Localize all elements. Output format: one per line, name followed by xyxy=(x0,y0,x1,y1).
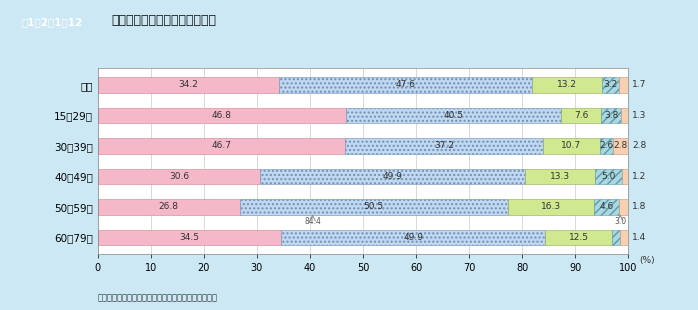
Bar xyxy=(595,169,622,184)
Bar xyxy=(98,229,281,245)
Bar xyxy=(98,169,260,184)
Text: 46.8: 46.8 xyxy=(212,111,232,120)
Text: 1.3: 1.3 xyxy=(632,111,647,120)
Bar xyxy=(594,199,618,215)
Text: 2.8: 2.8 xyxy=(614,141,628,150)
Bar xyxy=(98,108,346,123)
Text: 34.5: 34.5 xyxy=(179,233,199,242)
Text: 84.4: 84.4 xyxy=(304,217,321,226)
Bar xyxy=(532,77,602,93)
Text: (%): (%) xyxy=(639,256,655,265)
Text: 10.7: 10.7 xyxy=(561,141,581,150)
Text: 40.5: 40.5 xyxy=(443,111,463,120)
Bar xyxy=(560,108,601,123)
Text: 49.9: 49.9 xyxy=(403,233,423,242)
Text: 37.2: 37.2 xyxy=(434,141,454,150)
Bar xyxy=(611,229,621,245)
Text: 13.2: 13.2 xyxy=(557,81,577,90)
Text: 12.5: 12.5 xyxy=(569,233,588,242)
Text: 49.9: 49.9 xyxy=(383,172,403,181)
Bar xyxy=(98,138,346,154)
Bar xyxy=(240,199,507,215)
Bar xyxy=(98,77,279,93)
Text: 資料：内閣府「国民生活選好度調査」（平成１８年）: 資料：内閣府「国民生活選好度調査」（平成１８年） xyxy=(98,293,218,302)
Bar xyxy=(98,199,240,215)
Text: 年齢階級別の夫婦関係の満足度: 年齢階級別の夫婦関係の満足度 xyxy=(112,14,216,27)
Text: 46.7: 46.7 xyxy=(211,141,232,150)
Bar xyxy=(622,169,628,184)
Bar xyxy=(507,199,594,215)
Bar xyxy=(525,169,595,184)
Bar xyxy=(614,138,628,154)
Bar xyxy=(545,229,611,245)
Text: 5.0: 5.0 xyxy=(602,172,616,181)
Bar xyxy=(618,77,628,93)
Bar xyxy=(601,108,621,123)
Text: 1.4: 1.4 xyxy=(632,233,646,242)
Text: 50.5: 50.5 xyxy=(364,202,384,211)
Text: 図1－2－1－12: 図1－2－1－12 xyxy=(22,17,83,27)
Bar xyxy=(260,169,525,184)
Bar xyxy=(600,138,614,154)
Text: 1.8: 1.8 xyxy=(632,202,647,211)
Text: 13.3: 13.3 xyxy=(550,172,570,181)
Text: 3.0: 3.0 xyxy=(614,217,626,226)
Text: 34.2: 34.2 xyxy=(179,81,198,90)
Text: 3.8: 3.8 xyxy=(604,111,618,120)
Bar xyxy=(621,108,628,123)
Bar xyxy=(279,77,532,93)
Text: 30.6: 30.6 xyxy=(169,172,189,181)
Bar xyxy=(618,199,628,215)
Text: 2.6: 2.6 xyxy=(600,141,614,150)
Bar xyxy=(543,138,600,154)
Bar xyxy=(621,229,628,245)
Text: 2.8: 2.8 xyxy=(632,141,646,150)
Text: 1.2: 1.2 xyxy=(632,172,646,181)
Text: 4.6: 4.6 xyxy=(600,202,614,211)
Bar xyxy=(281,229,545,245)
Bar xyxy=(346,108,560,123)
Bar xyxy=(346,138,543,154)
Text: 47.6: 47.6 xyxy=(395,81,415,90)
Text: 3.2: 3.2 xyxy=(603,81,617,90)
Text: 16.3: 16.3 xyxy=(541,202,561,211)
Text: 1.7: 1.7 xyxy=(632,81,646,90)
Bar xyxy=(602,77,618,93)
Text: 7.6: 7.6 xyxy=(574,111,588,120)
Text: 26.8: 26.8 xyxy=(159,202,179,211)
